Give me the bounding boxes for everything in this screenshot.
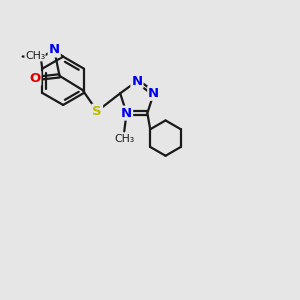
Text: N: N — [49, 44, 60, 56]
Text: CH₃: CH₃ — [114, 134, 134, 144]
Text: N: N — [148, 87, 159, 100]
Text: O: O — [29, 72, 40, 85]
Text: N: N — [121, 106, 132, 120]
Text: N: N — [131, 75, 142, 88]
Text: S: S — [92, 105, 102, 118]
Text: CH₃: CH₃ — [25, 51, 45, 61]
